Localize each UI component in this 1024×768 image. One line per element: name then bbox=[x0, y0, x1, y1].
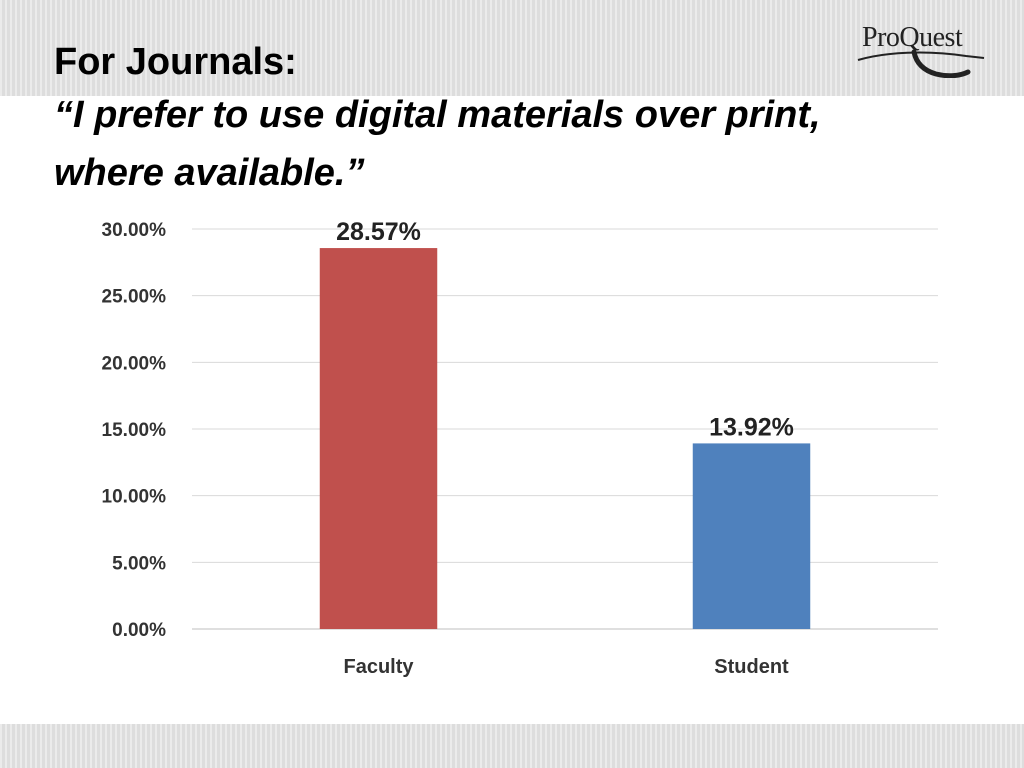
logo-wordmark: ProQuest bbox=[862, 22, 963, 53]
slide-title-quote: “I prefer to use digital materials over … bbox=[54, 94, 821, 194]
data-labels: 28.57% 13.92% bbox=[336, 218, 794, 441]
y-tick-label: 15.00% bbox=[102, 420, 167, 441]
y-tick-label: 20.00% bbox=[102, 353, 167, 374]
data-label-student: 13.92% bbox=[709, 413, 794, 441]
bars bbox=[319, 248, 811, 630]
slide-title: For Journals: “I prefer to use digital m… bbox=[54, 38, 874, 202]
footer-band bbox=[0, 724, 1024, 768]
x-axis: Faculty Student bbox=[343, 656, 789, 678]
header-band bbox=[0, 0, 1024, 96]
bar-student bbox=[692, 443, 811, 629]
data-label-faculty: 28.57% bbox=[336, 218, 421, 246]
y-tick-label: 10.00% bbox=[102, 487, 167, 508]
category-label-student: Student bbox=[714, 656, 789, 678]
category-label-faculty: Faculty bbox=[343, 656, 414, 678]
y-tick-label: 5.00% bbox=[112, 553, 166, 574]
proquest-logo: ProQuest bbox=[856, 22, 996, 78]
y-tick-label: 0.00% bbox=[112, 620, 166, 641]
y-tick-label: 30.00% bbox=[102, 220, 167, 241]
y-tick-label: 25.00% bbox=[102, 287, 167, 308]
gridlines bbox=[192, 228, 938, 630]
bar-faculty bbox=[319, 248, 438, 630]
y-axis: 0.00% 5.00% 10.00% 15.00% 20.00% 25.00% 30.00% bbox=[102, 220, 167, 641]
slide-title-line: For Journals: bbox=[54, 41, 297, 83]
logo-swoosh-icon bbox=[857, 49, 985, 78]
